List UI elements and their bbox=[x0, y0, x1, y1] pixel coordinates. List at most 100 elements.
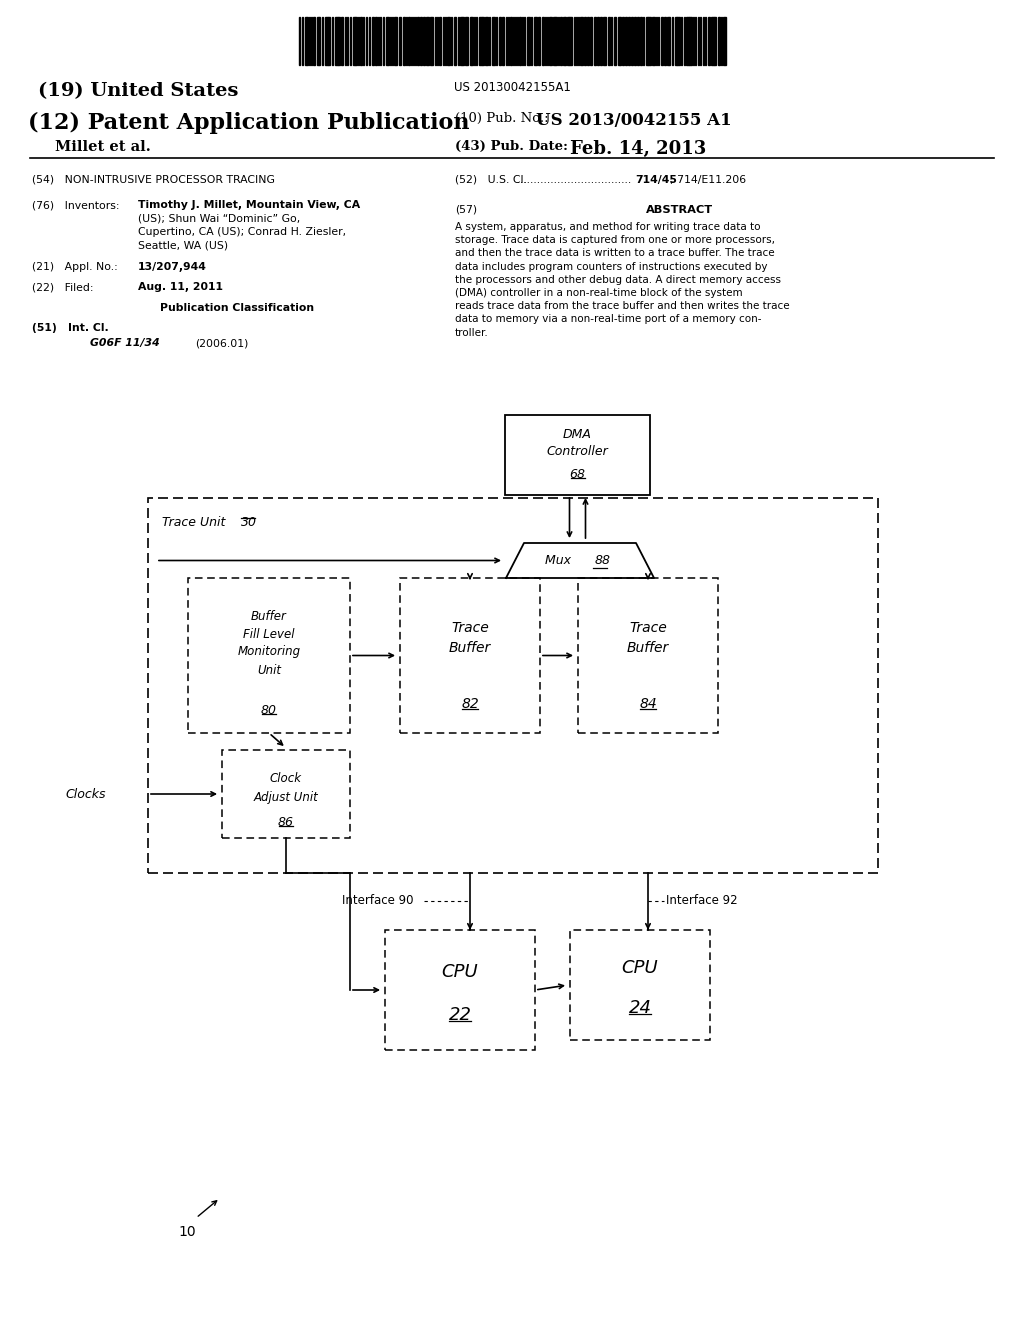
Text: ..................................: .................................. bbox=[513, 176, 631, 185]
Bar bbox=[352, 17, 354, 65]
Bar bbox=[426, 17, 429, 65]
Bar bbox=[587, 17, 589, 65]
Bar bbox=[502, 17, 504, 65]
Bar bbox=[686, 17, 688, 65]
Bar bbox=[439, 17, 441, 65]
Bar bbox=[402, 17, 406, 65]
Bar bbox=[460, 17, 462, 65]
Bar bbox=[555, 17, 557, 65]
Text: reads trace data from the trace buffer and then writes the trace: reads trace data from the trace buffer a… bbox=[455, 301, 790, 312]
Text: 714/45: 714/45 bbox=[635, 176, 677, 185]
Text: Interface 90: Interface 90 bbox=[342, 895, 414, 908]
Text: 30: 30 bbox=[241, 516, 257, 529]
Text: data includes program counters of instructions executed by: data includes program counters of instru… bbox=[455, 261, 768, 272]
Bar bbox=[338, 17, 340, 65]
Bar bbox=[420, 17, 422, 65]
Bar bbox=[417, 17, 419, 65]
Bar bbox=[600, 17, 602, 65]
Bar bbox=[451, 17, 453, 65]
Text: (21)   Appl. No.:: (21) Appl. No.: bbox=[32, 261, 118, 272]
Text: Trace
Buffer: Trace Buffer bbox=[627, 622, 669, 655]
Text: US 20130042155A1: US 20130042155A1 bbox=[454, 81, 570, 94]
Bar bbox=[471, 17, 473, 65]
Text: (19) United States: (19) United States bbox=[38, 82, 239, 100]
Bar bbox=[637, 17, 639, 65]
Text: Trace Unit: Trace Unit bbox=[162, 516, 229, 529]
Bar bbox=[362, 17, 365, 65]
Bar bbox=[711, 17, 714, 65]
Bar bbox=[335, 17, 338, 65]
Text: (43) Pub. Date:: (43) Pub. Date: bbox=[455, 140, 568, 153]
Bar bbox=[329, 17, 331, 65]
Text: Cupertino, CA (US); Conrad H. Ziesler,: Cupertino, CA (US); Conrad H. Ziesler, bbox=[138, 227, 346, 238]
Bar bbox=[385, 931, 535, 1049]
Bar bbox=[527, 17, 530, 65]
Text: 84: 84 bbox=[639, 697, 656, 711]
Bar bbox=[667, 17, 669, 65]
Bar bbox=[349, 17, 351, 65]
Bar bbox=[499, 17, 501, 65]
Bar bbox=[309, 17, 310, 65]
Bar bbox=[542, 17, 544, 65]
Text: Timothy J. Millet, Mountain View, CA: Timothy J. Millet, Mountain View, CA bbox=[138, 201, 360, 210]
Bar bbox=[385, 17, 388, 65]
Text: 24: 24 bbox=[629, 999, 651, 1016]
Bar bbox=[430, 17, 432, 65]
Bar bbox=[538, 17, 540, 65]
Bar bbox=[634, 17, 636, 65]
Bar bbox=[625, 17, 627, 65]
Bar bbox=[357, 17, 359, 65]
Bar bbox=[325, 17, 328, 65]
Bar bbox=[313, 17, 315, 65]
Bar bbox=[398, 17, 401, 65]
Text: 13/207,944: 13/207,944 bbox=[138, 261, 207, 272]
Text: A system, apparatus, and method for writing trace data to: A system, apparatus, and method for writ… bbox=[455, 222, 761, 232]
Bar bbox=[723, 17, 726, 65]
Bar bbox=[347, 17, 348, 65]
Text: (54)   NON-INTRUSIVE PROCESSOR TRACING: (54) NON-INTRUSIVE PROCESSOR TRACING bbox=[32, 176, 274, 185]
Bar bbox=[640, 17, 642, 65]
Bar bbox=[148, 498, 878, 873]
Text: storage. Trace data is captured from one or more processors,: storage. Trace data is captured from one… bbox=[455, 235, 775, 246]
Text: Trace
Buffer: Trace Buffer bbox=[449, 622, 492, 655]
Bar bbox=[383, 17, 384, 65]
Bar bbox=[510, 17, 512, 65]
Bar bbox=[524, 17, 525, 65]
Bar bbox=[648, 17, 651, 65]
Bar bbox=[519, 17, 521, 65]
Bar bbox=[608, 17, 609, 65]
Text: 22: 22 bbox=[449, 1006, 471, 1024]
Text: CPU: CPU bbox=[441, 964, 478, 981]
Bar bbox=[560, 17, 562, 65]
Bar bbox=[672, 17, 674, 65]
Bar bbox=[715, 17, 717, 65]
Bar bbox=[623, 17, 624, 65]
Text: 82: 82 bbox=[461, 697, 479, 711]
Bar bbox=[423, 17, 425, 65]
Text: 80: 80 bbox=[261, 704, 278, 717]
Text: (12) Patent Application Publication: (12) Patent Application Publication bbox=[28, 112, 469, 135]
Text: DMA
Controller: DMA Controller bbox=[547, 428, 608, 458]
Bar bbox=[664, 17, 667, 65]
Text: Publication Classification: Publication Classification bbox=[160, 304, 314, 313]
Text: Clocks: Clocks bbox=[65, 788, 105, 800]
Bar bbox=[684, 17, 685, 65]
Bar bbox=[652, 17, 654, 65]
Bar bbox=[677, 17, 680, 65]
Bar bbox=[697, 17, 699, 65]
Bar bbox=[355, 17, 357, 65]
Text: data to memory via a non-real-time port of a memory con-: data to memory via a non-real-time port … bbox=[455, 314, 762, 325]
Text: (2006.01): (2006.01) bbox=[195, 338, 249, 348]
Text: US 2013/0042155 A1: US 2013/0042155 A1 bbox=[536, 112, 731, 129]
Bar bbox=[505, 414, 650, 495]
Bar bbox=[569, 17, 572, 65]
Text: Interface 92: Interface 92 bbox=[666, 895, 737, 908]
Text: Millet et al.: Millet et al. bbox=[55, 140, 151, 154]
Bar bbox=[594, 17, 596, 65]
Bar bbox=[645, 17, 647, 65]
Bar bbox=[479, 17, 481, 65]
Bar bbox=[534, 17, 537, 65]
Text: (57): (57) bbox=[455, 205, 477, 215]
Bar bbox=[295, 15, 730, 67]
Bar bbox=[394, 17, 397, 65]
